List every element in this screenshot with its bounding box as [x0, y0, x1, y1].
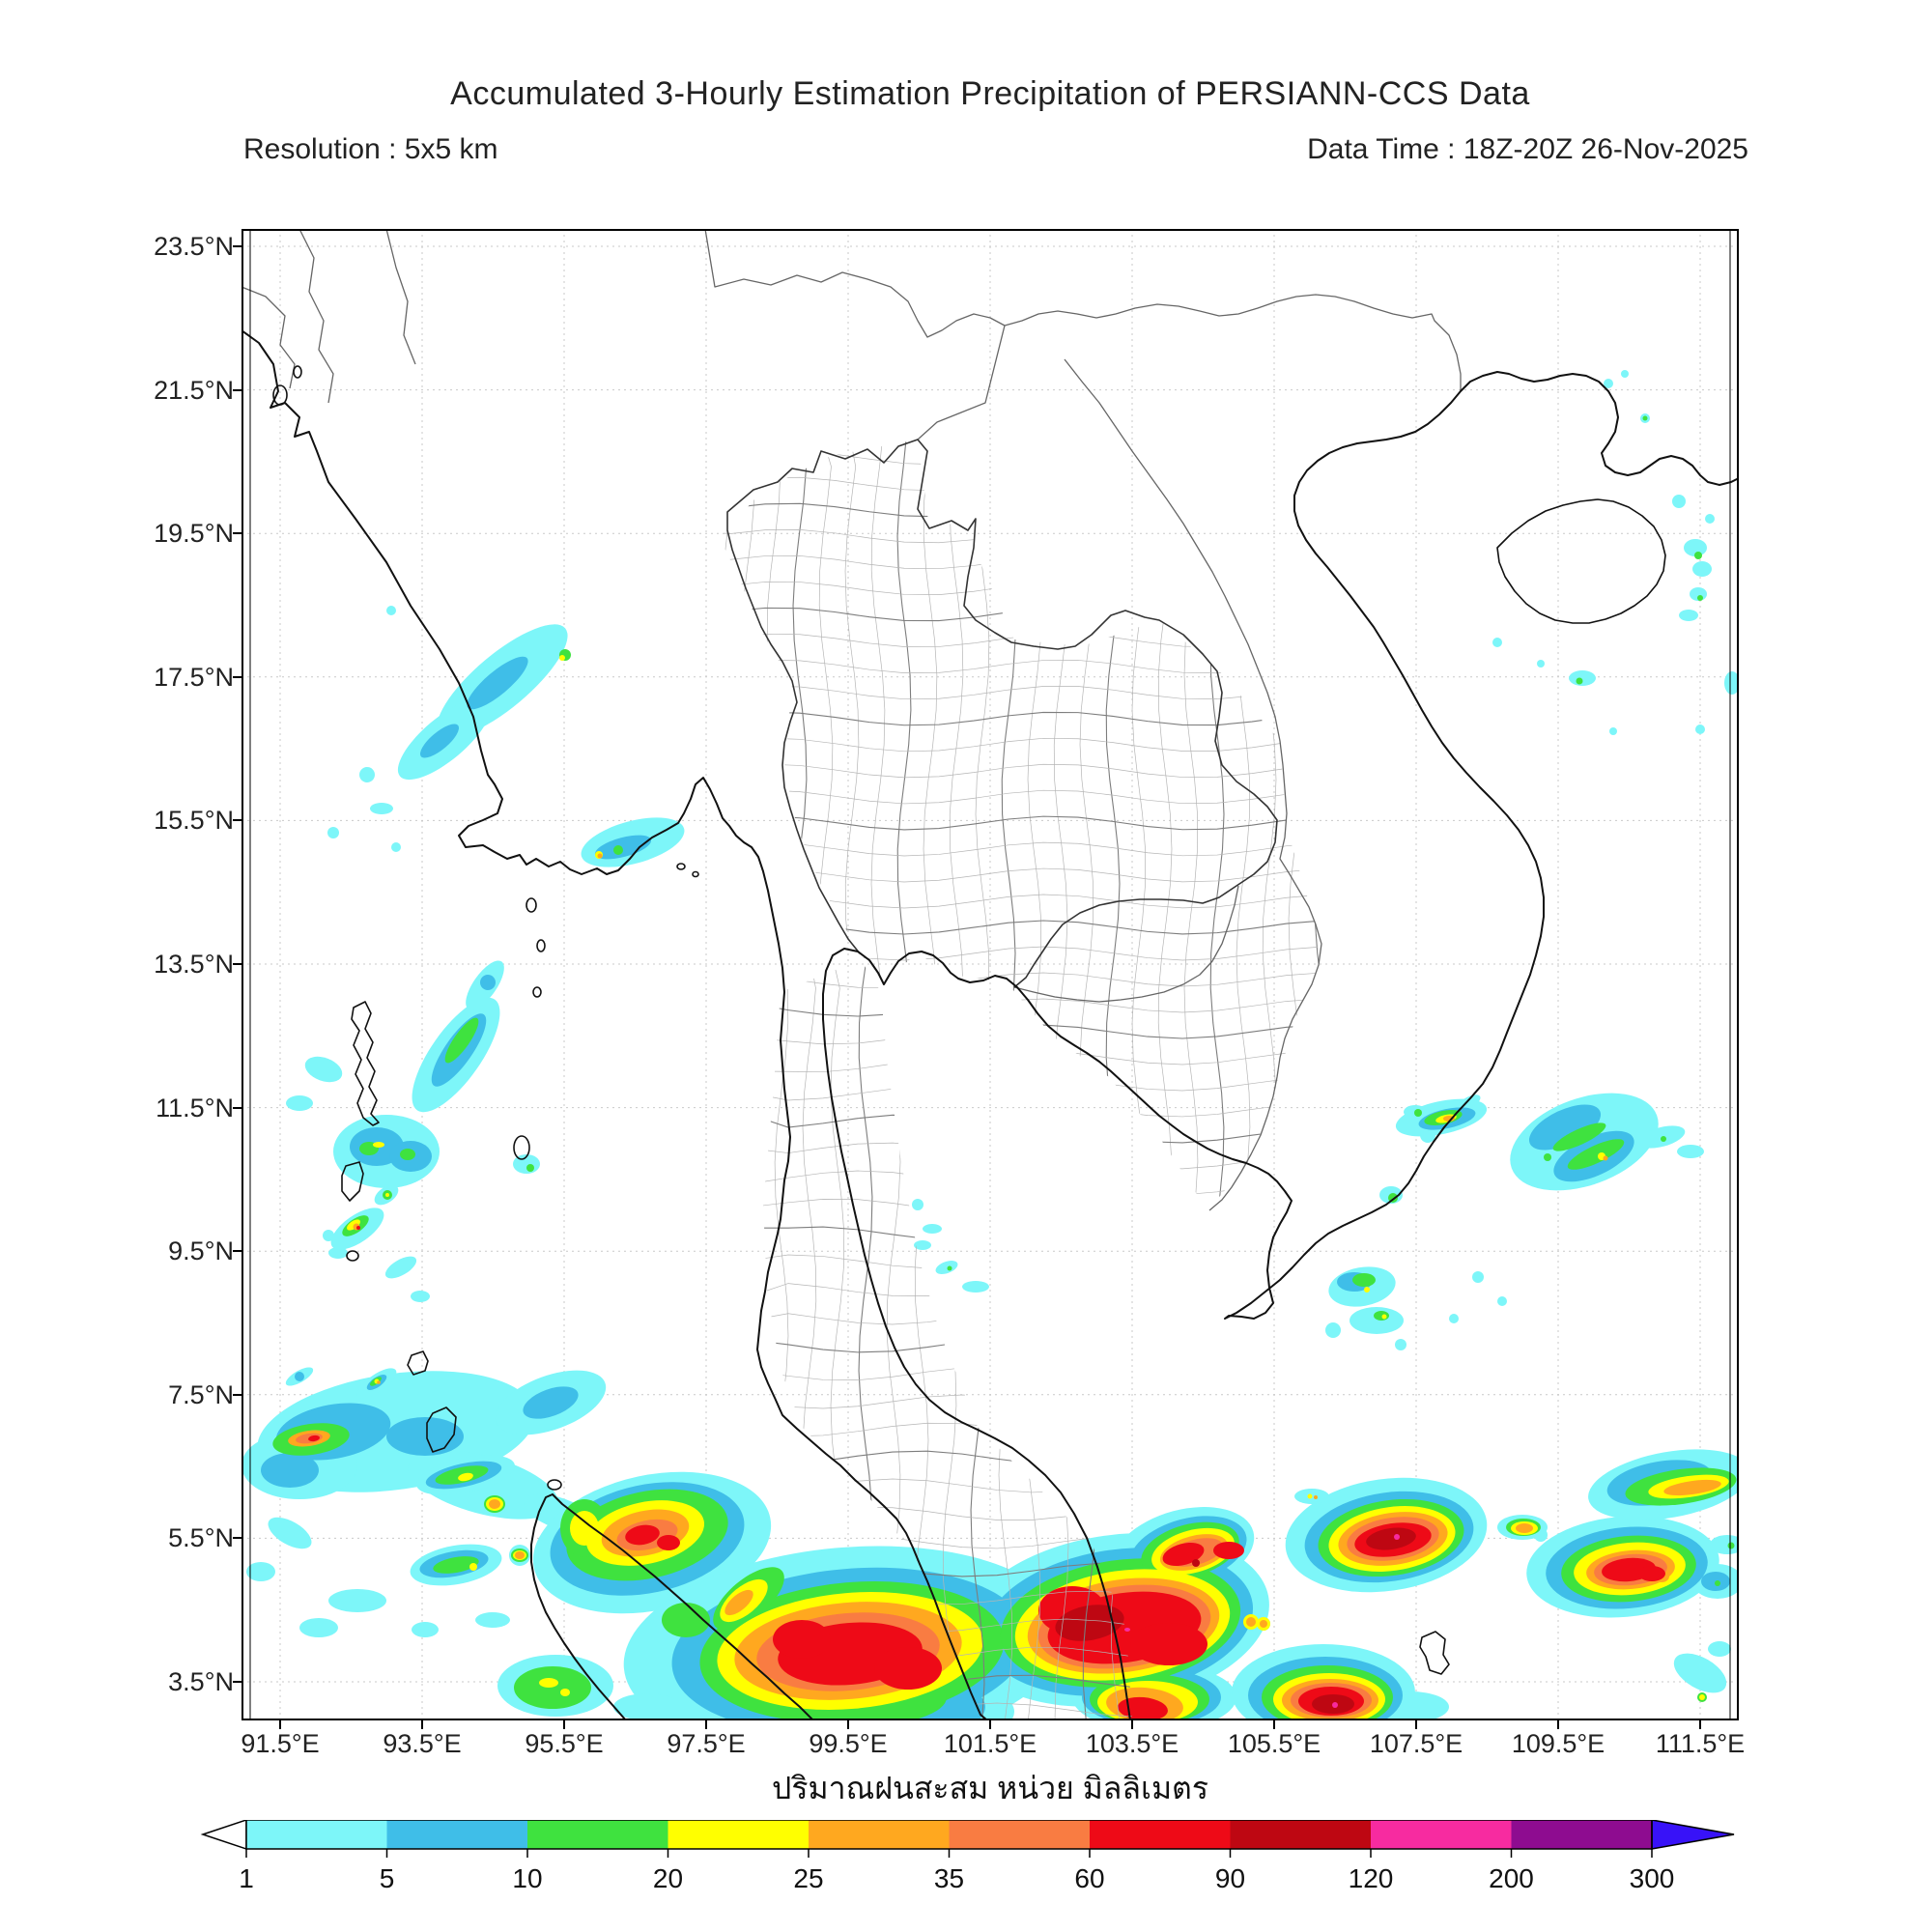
precip-level-blue	[261, 656, 1730, 1720]
precip-level-magenta	[1124, 1534, 1400, 1708]
lon-tick	[989, 1720, 991, 1729]
colorbar-value: 20	[653, 1863, 683, 1893]
precip-level-darkred	[1055, 1527, 1416, 1714]
lat-tick	[233, 1393, 242, 1396]
data-time-label: Data Time : 18Z-20Z 26-Nov-2025	[1307, 133, 1748, 165]
graticule	[242, 229, 1739, 1720]
lat-tick	[233, 245, 242, 247]
district-mesh	[720, 440, 1320, 1210]
colorbar-value: 60	[1074, 1863, 1104, 1893]
lon-label: 101.5°E	[943, 1729, 1037, 1758]
lat-tick	[233, 1681, 242, 1683]
colorbar-value: 5	[380, 1863, 395, 1893]
lon-tick	[1557, 1720, 1559, 1729]
lat-tick	[233, 1537, 242, 1540]
colorbar-segment	[809, 1820, 950, 1849]
colorbar-value: 25	[793, 1863, 823, 1893]
thailand-border	[726, 439, 1278, 988]
lon-tick	[563, 1720, 565, 1729]
lon-label: 99.5°E	[809, 1729, 888, 1758]
lon-label: 95.5°E	[525, 1729, 604, 1758]
precipitation-map	[242, 229, 1739, 1720]
lon-tick	[279, 1720, 281, 1729]
colorbar-segment	[386, 1820, 527, 1849]
phuket-island	[513, 1135, 530, 1160]
caption-thai-units: ปริมาณฝนสะสม หน่วย มิลลิเมตร	[772, 1771, 1208, 1805]
lon-tick	[1273, 1720, 1275, 1729]
lat-label: 19.5°N	[154, 519, 234, 549]
lon-label: 93.5°E	[383, 1729, 462, 1758]
colorbar-value: 200	[1489, 1863, 1534, 1893]
colorbar-segment	[246, 1820, 387, 1849]
lat-label: 13.5°N	[154, 950, 234, 979]
colorbar-value: 300	[1630, 1863, 1675, 1893]
coastlines	[242, 329, 1739, 1720]
lon-label: 97.5°E	[667, 1729, 746, 1758]
lat-tick	[233, 388, 242, 391]
lon-label: 103.5°E	[1085, 1729, 1179, 1758]
lat-label: 21.5°N	[154, 375, 234, 405]
lat-tick	[233, 963, 242, 965]
lat-label: 15.5°N	[154, 806, 234, 836]
colorbar-value: 10	[512, 1863, 542, 1893]
page-title: Accumulated 3-Hourly Estimation Precipit…	[450, 75, 1530, 112]
lat-tick	[233, 819, 242, 822]
lon-tick	[847, 1720, 849, 1729]
country-borders	[242, 229, 1462, 1211]
colorbar-segment	[1230, 1820, 1371, 1849]
precipitation-layers	[242, 370, 1739, 1720]
lon-label: 111.5°E	[1655, 1729, 1746, 1758]
colorbar-segment	[1371, 1820, 1512, 1849]
colorbar-segment	[949, 1820, 1090, 1849]
lon-tick	[1415, 1720, 1417, 1729]
lon-tick	[705, 1720, 707, 1729]
colorbar-segment	[527, 1820, 668, 1849]
colorbar-value: 90	[1215, 1863, 1245, 1893]
lon-tick	[421, 1720, 423, 1729]
lat-label: 3.5°N	[168, 1667, 234, 1696]
map-canvas	[242, 229, 1739, 1720]
lon-tick	[1699, 1720, 1701, 1729]
colorbar-value: 120	[1349, 1863, 1394, 1893]
colorbar: 1 5 10 20 25 35 60 90 120 200 300	[164, 1820, 1768, 1907]
lat-label: 11.5°N	[156, 1093, 234, 1122]
resolution-label: Resolution : 5x5 km	[243, 133, 498, 165]
lat-tick	[233, 1106, 242, 1109]
under-range-arrow	[200, 1820, 247, 1851]
lon-tick	[1131, 1720, 1133, 1729]
lon-label: 105.5°E	[1227, 1729, 1321, 1758]
lat-tick	[233, 532, 242, 535]
lat-label: 23.5°N	[154, 232, 234, 261]
lat-label: 5.5°N	[168, 1523, 234, 1553]
lon-label: 91.5°E	[241, 1729, 320, 1758]
lon-label: 109.5°E	[1511, 1729, 1605, 1758]
lat-tick	[233, 1250, 242, 1253]
lon-label: 107.5°E	[1369, 1729, 1463, 1758]
colorbar-value: 1	[239, 1863, 254, 1893]
over-range-arrow	[1651, 1820, 1735, 1850]
lat-label: 17.5°N	[154, 662, 234, 692]
colorbar-segment	[1511, 1820, 1652, 1849]
colorbar-segment	[1090, 1820, 1231, 1849]
colorbar-segment	[668, 1820, 809, 1849]
lat-tick	[233, 675, 242, 678]
lat-label: 9.5°N	[168, 1236, 234, 1266]
colorbar-value: 35	[934, 1863, 964, 1893]
lat-label: 7.5°N	[168, 1379, 234, 1409]
